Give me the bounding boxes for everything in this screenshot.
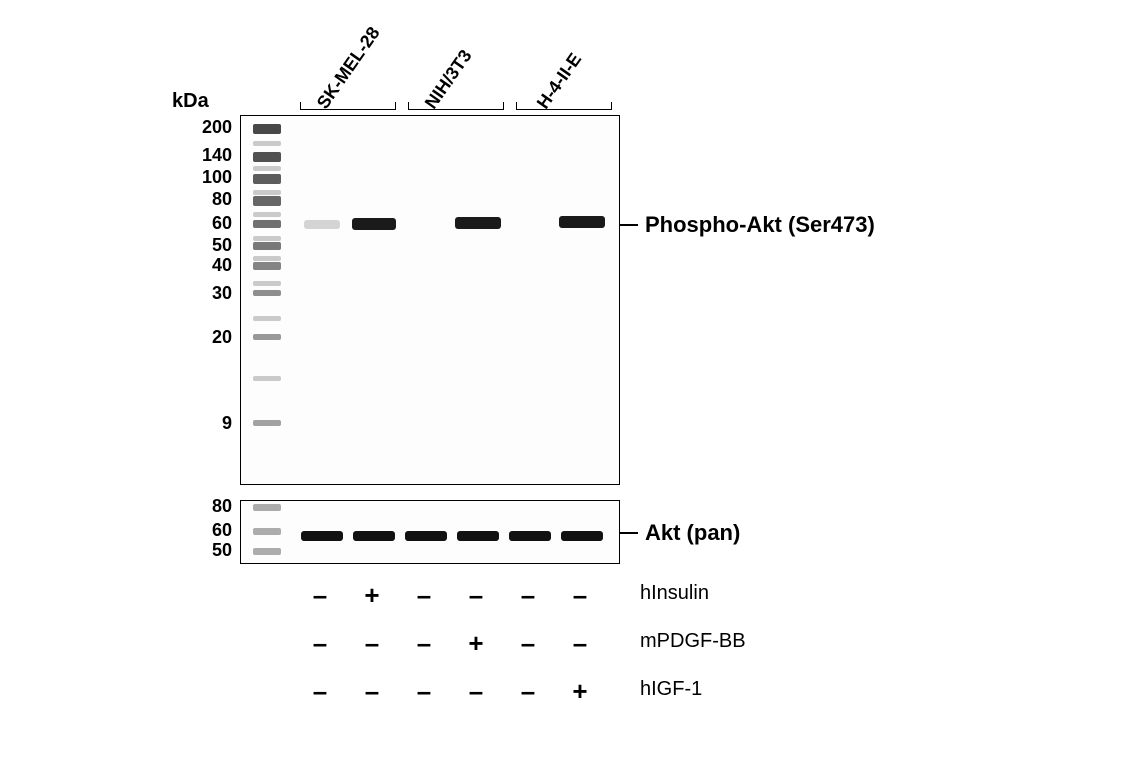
mw-label: 9 [182,413,232,434]
sample-band [405,531,447,541]
cell-line-label: SK-MEL-28 [313,23,385,113]
treatment-symbol: – [300,676,340,707]
sample-band [304,220,340,229]
ladder-band [253,242,281,250]
treatment-label: hIGF-1 [640,678,702,701]
mw-label: 100 [182,167,232,188]
cell-line-bracket [300,102,396,110]
cell-line-bracket [408,102,504,110]
mw-label: 60 [182,520,232,541]
treatment-symbol: – [508,580,548,611]
treatment-symbol: – [508,628,548,659]
ladder-band [253,220,281,228]
ladder-band [253,262,281,270]
treatment-symbol: – [560,628,600,659]
kda-label: kDa [172,90,209,113]
treatment-symbol: – [352,628,392,659]
mw-label: 50 [182,540,232,561]
tick-line [620,532,638,534]
mw-label: 50 [182,235,232,256]
mw-label: 60 [182,213,232,234]
treatment-symbol: – [404,628,444,659]
ladder-band [253,152,281,162]
mw-label: 20 [182,327,232,348]
treatment-symbol: – [352,676,392,707]
mw-label: 200 [182,117,232,138]
treatment-symbol: + [456,628,496,659]
mw-label: 140 [182,145,232,166]
cell-line-bracket [516,102,612,110]
treatment-symbol: – [300,628,340,659]
target-label-phospho: Phospho-Akt (Ser473) [645,212,875,238]
sample-band [559,216,605,228]
treatment-label: mPDGF-BB [640,630,746,653]
mw-label: 30 [182,283,232,304]
mw-label: 80 [182,189,232,210]
treatment-symbol: – [456,580,496,611]
mw-label: 80 [182,496,232,517]
ladder-band [253,420,281,426]
tick-line [620,224,638,226]
treatment-symbol: – [404,676,444,707]
treatment-symbol: – [456,676,496,707]
sample-band [352,218,396,230]
treatment-symbol: – [508,676,548,707]
blot-akt-pan [240,500,620,564]
mw-label: 40 [182,255,232,276]
sample-band [301,531,343,541]
treatment-symbol: – [560,580,600,611]
sample-band [457,531,499,541]
sample-band [455,217,501,229]
sample-band [353,531,395,541]
treatment-symbol: + [560,676,600,707]
ladder-band [253,124,281,134]
target-label-pan: Akt (pan) [645,520,740,546]
treatment-label: hInsulin [640,582,709,605]
ladder-band [253,334,281,340]
sample-band [561,531,603,541]
treatment-symbol: – [404,580,444,611]
sample-band [509,531,551,541]
treatment-symbol: – [300,580,340,611]
ladder-band [253,196,281,206]
ladder-band [253,290,281,296]
treatment-symbol: + [352,580,392,611]
ladder-band [253,174,281,184]
blot-phospho-akt [240,115,620,485]
